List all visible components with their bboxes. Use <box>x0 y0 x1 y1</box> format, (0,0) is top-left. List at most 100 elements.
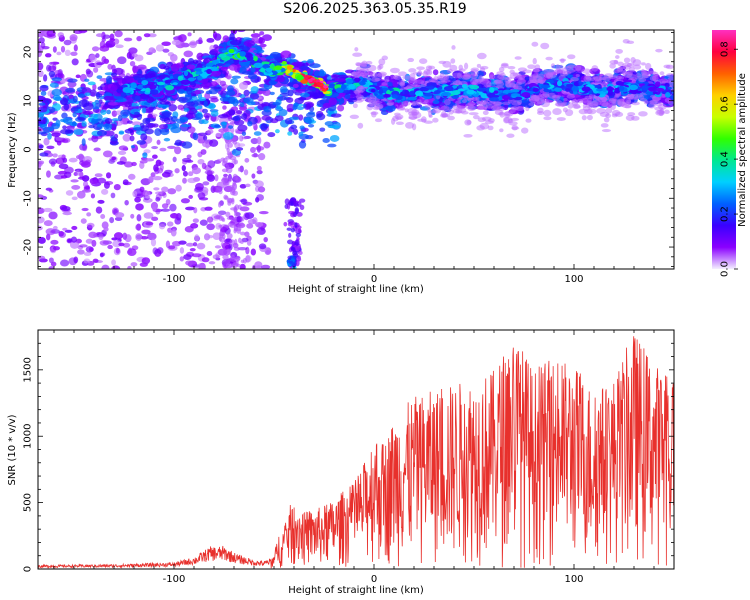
amplitude-speckle <box>161 110 172 116</box>
amplitude-speckle <box>234 238 238 246</box>
amplitude-speckle <box>124 234 132 243</box>
amplitude-speckle <box>53 246 60 251</box>
amplitude-halo <box>591 65 599 72</box>
amplitude-speckle <box>63 39 72 46</box>
amplitude-halo <box>463 133 473 138</box>
amplitude-speckle <box>245 255 252 263</box>
amplitude-blob <box>220 66 228 71</box>
amplitude-halo <box>365 60 373 65</box>
amplitude-speckle <box>130 145 136 149</box>
amplitude-speckle <box>202 181 210 186</box>
amplitude-speckle <box>81 138 86 147</box>
amplitude-speckle <box>195 39 204 45</box>
amplitude-speckle <box>237 143 246 147</box>
amplitude-halo <box>532 57 537 65</box>
amplitude-speckle <box>232 181 236 187</box>
amplitude-speckle <box>167 52 175 57</box>
amplitude-halo <box>645 62 652 70</box>
amplitude-speckle <box>130 262 138 267</box>
amplitude-speckle <box>272 101 281 106</box>
amplitude-halo <box>471 81 477 86</box>
amplitude-speckle <box>77 176 86 180</box>
amplitude-halo <box>622 65 631 70</box>
amplitude-speckle <box>278 109 288 117</box>
amplitude-speckle <box>71 58 79 66</box>
amplitude-halo <box>543 116 552 121</box>
amplitude-speckle <box>148 47 156 53</box>
amplitude-speckle <box>253 131 262 136</box>
amplitude-halo <box>536 101 542 105</box>
amplitude-speckle <box>86 222 95 228</box>
amplitude-speckle <box>97 199 105 204</box>
amplitude-speckle <box>214 245 222 249</box>
amplitude-blob <box>337 104 345 112</box>
amplitude-speckle <box>288 221 296 225</box>
amplitude-speckle <box>169 203 177 212</box>
amplitude-blob <box>318 70 327 77</box>
amplitude-speckle <box>68 157 78 163</box>
amplitude-halo <box>456 105 466 110</box>
amplitude-speckle <box>262 34 272 41</box>
amplitude-speckle <box>95 206 103 214</box>
amplitude-speckle <box>257 37 266 45</box>
amplitude-speckle <box>129 135 135 142</box>
amplitude-halo <box>649 94 657 98</box>
amplitude-halo <box>487 125 494 131</box>
amplitude-halo <box>401 100 411 106</box>
amplitude-halo <box>418 58 428 64</box>
amplitude-halo <box>510 117 520 121</box>
amplitude-speckle <box>89 54 97 62</box>
amplitude-halo <box>427 107 432 113</box>
amplitude-speckle <box>59 259 70 267</box>
amplitude-blob <box>228 64 238 71</box>
amplitude-speckle <box>249 92 260 100</box>
amplitude-halo <box>416 66 425 71</box>
amplitude-blob <box>187 57 195 65</box>
amplitude-speckle <box>131 53 138 58</box>
amplitude-speckle <box>239 231 246 236</box>
amplitude-speckle <box>183 254 192 260</box>
figure-title: S206.2025.363.05.35.R19 <box>283 1 467 17</box>
amplitude-speckle <box>233 246 241 251</box>
amplitude-halo <box>354 47 359 52</box>
amplitude-speckle <box>197 138 206 144</box>
amplitude-halo <box>353 99 363 103</box>
amplitude-speckle <box>239 102 245 108</box>
amplitude-speckle <box>232 98 239 107</box>
amplitude-speckle <box>77 116 85 121</box>
amplitude-speckle <box>95 53 100 58</box>
amplitude-speckle <box>103 58 110 64</box>
amplitude-halo <box>589 100 599 107</box>
amplitude-speckle <box>235 147 244 151</box>
amplitude-speckle <box>174 146 182 155</box>
amplitude-speckle <box>294 207 299 214</box>
amplitude-speckle <box>226 232 233 240</box>
amplitude-speckle <box>197 132 208 136</box>
amplitude-halo <box>561 71 572 75</box>
amplitude-speckle <box>256 194 265 201</box>
amplitude-halo <box>458 68 466 72</box>
amplitude-blob <box>302 62 309 67</box>
amplitude-speckle <box>292 250 297 256</box>
amplitude-speckle <box>88 247 94 252</box>
amplitude-speckle <box>174 139 183 146</box>
amplitude-speckle <box>329 134 340 142</box>
amplitude-speckle <box>88 231 98 239</box>
amplitude-halo <box>437 80 448 85</box>
amplitude-speckle <box>80 218 87 224</box>
amplitude-speckle <box>42 117 47 124</box>
amplitude-speckle <box>107 244 113 250</box>
amplitude-halo <box>478 103 488 111</box>
amplitude-speckle <box>235 110 243 115</box>
amplitude-halo <box>613 59 619 65</box>
amplitude-speckle <box>274 115 284 122</box>
amplitude-speckle <box>99 240 110 246</box>
amplitude-speckle <box>69 240 80 249</box>
amplitude-halo <box>411 111 418 116</box>
amplitude-speckle <box>84 78 90 82</box>
amplitude-speckle <box>62 157 68 163</box>
amplitude-speckle <box>198 97 207 102</box>
amplitude-speckle <box>229 239 235 246</box>
amplitude-speckle <box>287 131 293 136</box>
amplitude-halo <box>543 72 552 79</box>
